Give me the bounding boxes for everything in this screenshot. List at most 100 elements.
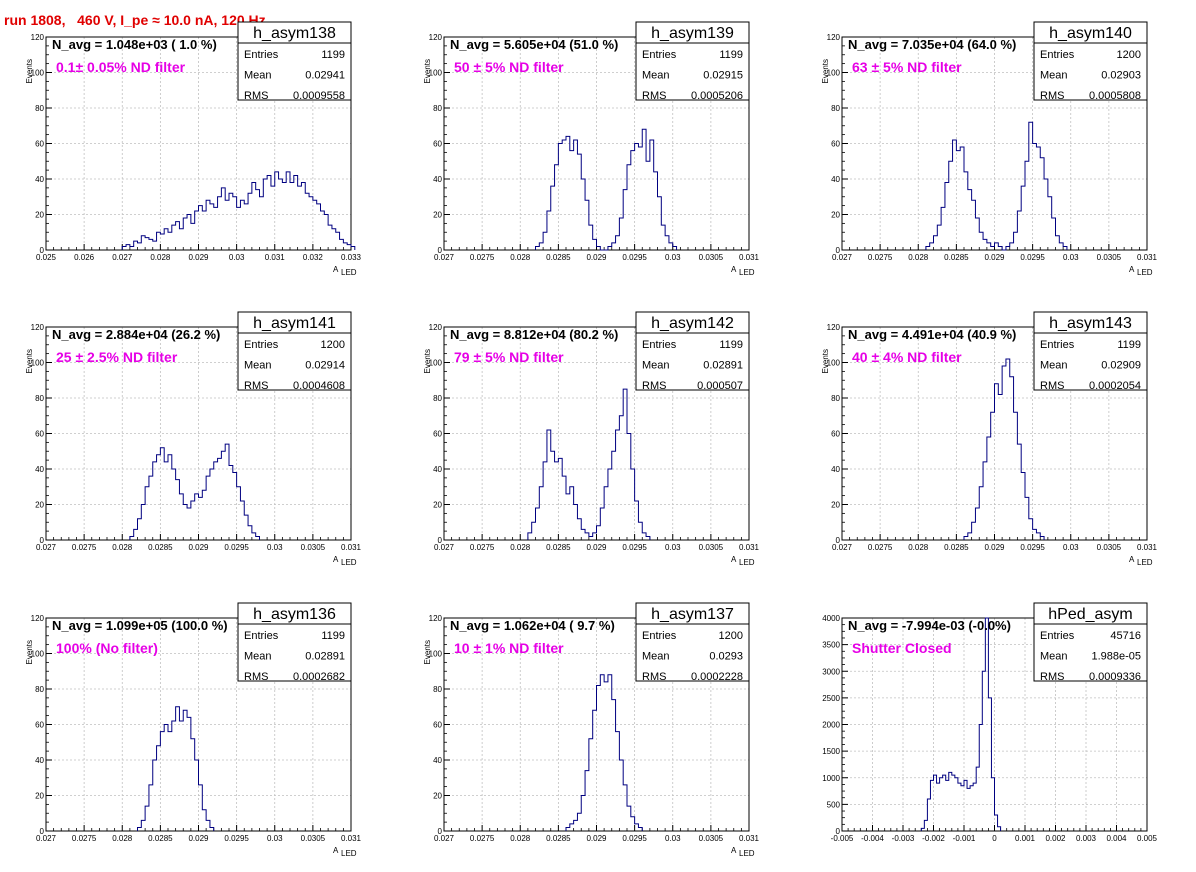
- x-axis-title-subscript: LED: [341, 558, 357, 567]
- filter-label: 79 ± 5% ND filter: [454, 349, 564, 365]
- y-tick-label: 40: [433, 465, 442, 474]
- stats-key: Mean: [244, 360, 272, 372]
- stats-key: Entries: [1040, 49, 1075, 61]
- histogram-panel-h_asym136: 0.027 0.0275 0.028 0.0285 0.029 0.0295 0.03 0.0…: [25, 602, 362, 858]
- y-tick-label: 120: [827, 33, 841, 42]
- stats-value: 1200: [719, 630, 743, 642]
- x-tick-label: 0.028: [112, 834, 133, 843]
- stats-key: RMS: [1040, 380, 1064, 392]
- filter-label: 10 ± 1% ND filter: [454, 640, 564, 656]
- histogram-name: h_asym139: [651, 25, 734, 42]
- y-tick-label: 0: [438, 827, 443, 836]
- y-tick-label: 120: [429, 323, 443, 332]
- stats-value: 0.0004608: [293, 380, 345, 392]
- x-tick-label: 0.031: [739, 834, 760, 843]
- histogram-panel-hPed_asym: -0.005 -0.004 -0.003 -0.002 -0.001 0 0.001 0.00…: [822, 602, 1158, 843]
- y-tick-label: 20: [35, 501, 44, 510]
- x-tick-label: 0.03: [1063, 253, 1079, 262]
- x-tick-label: 0.031: [1137, 543, 1158, 552]
- histogram-panel-h_asym138: 0.025 0.026 0.027 0.028 0.029 0.03 0.031 0.032 0…: [25, 21, 362, 277]
- y-tick-label: 120: [31, 323, 45, 332]
- y-tick-label: 100: [31, 69, 45, 78]
- x-axis-title-subscript: LED: [341, 268, 357, 277]
- x-tick-label: 0.028: [908, 543, 929, 552]
- stats-box: h_asym139 Entries 1199 Mean 0.02915 RMS 0.0005…: [635, 21, 750, 102]
- x-tick-label: 0.028: [510, 543, 531, 552]
- x-axis-title: A: [731, 555, 737, 564]
- x-axis-title-subscript: LED: [739, 558, 755, 567]
- x-tick-label: 0.0275: [868, 543, 893, 552]
- y-tick-label: 0: [836, 827, 841, 836]
- stats-key: Mean: [244, 651, 272, 663]
- stats-key: RMS: [244, 671, 268, 683]
- stats-value: 0.0005206: [691, 90, 743, 102]
- navg-label: N_avg = 8.812e+04 (80.2 %): [450, 327, 618, 342]
- x-tick-label: 0.0295: [1020, 543, 1045, 552]
- x-tick-label: 0.027: [112, 253, 133, 262]
- y-tick-label: 60: [433, 721, 442, 730]
- x-tick-label: -0.005: [831, 834, 854, 843]
- x-tick-label: 0.028: [510, 834, 531, 843]
- navg-label: N_avg = 1.099e+05 (100.0 %): [52, 618, 228, 633]
- y-tick-label: 3500: [822, 641, 840, 650]
- y-tick-label: 80: [35, 104, 44, 113]
- stats-value: 0.0005808: [1089, 90, 1141, 102]
- x-axis-title: A: [1129, 555, 1135, 564]
- histogram-line-h_asym140: [925, 121, 1068, 251]
- x-tick-label: 0.004: [1106, 834, 1127, 843]
- x-tick-label: 0.002: [1045, 834, 1066, 843]
- y-tick-label: 20: [433, 211, 442, 220]
- stats-key: Entries: [1040, 630, 1075, 642]
- x-tick-label: 0.029: [188, 834, 209, 843]
- stats-box-frame: [1033, 602, 1148, 682]
- histogram-name: h_asym141: [253, 315, 336, 332]
- y-tick-label: 40: [831, 175, 840, 184]
- stats-value: 45716: [1110, 630, 1141, 642]
- x-tick-label: 0.0305: [699, 253, 724, 262]
- x-tick-label: 0.03: [665, 834, 681, 843]
- filter-label: 40 ± 4% ND filter: [852, 349, 962, 365]
- y-tick-label: 100: [429, 650, 443, 659]
- histogram-panel-h_asym140: 0.027 0.0275 0.028 0.0285 0.029 0.0295 0.03 0.0…: [821, 21, 1158, 277]
- stats-value: 1199: [321, 630, 345, 642]
- y-tick-label: 80: [35, 685, 44, 694]
- stats-key: RMS: [244, 90, 268, 102]
- y-tick-label: 0: [836, 536, 841, 545]
- y-tick-label: 20: [35, 792, 44, 801]
- y-tick-label: 120: [31, 33, 45, 42]
- y-tick-label: 40: [433, 175, 442, 184]
- x-tick-label: 0.03: [267, 543, 283, 552]
- x-tick-label: 0.028: [150, 253, 171, 262]
- y-axis-title: Events: [25, 349, 34, 373]
- y-tick-label: 100: [827, 359, 841, 368]
- y-tick-label: 2000: [822, 721, 840, 730]
- y-axis-title: Events: [25, 640, 34, 664]
- y-tick-label: 80: [831, 394, 840, 403]
- stats-key: Entries: [642, 49, 677, 61]
- stats-key: Entries: [642, 339, 677, 351]
- x-tick-label: 0.029: [586, 543, 607, 552]
- stats-key: Mean: [244, 70, 272, 82]
- y-tick-label: 3000: [822, 667, 840, 676]
- y-tick-label: 0: [836, 246, 841, 255]
- navg-label: N_avg = 1.048e+03 ( 1.0 %): [52, 37, 217, 52]
- x-tick-label: 0.0285: [148, 543, 173, 552]
- stats-value: 0.0002682: [293, 671, 345, 683]
- x-tick-label: 0.0285: [546, 834, 571, 843]
- x-tick-label: -0.003: [892, 834, 915, 843]
- histogram-name: h_asym137: [651, 606, 734, 623]
- y-tick-label: 20: [433, 792, 442, 801]
- stats-box: h_asym136 Entries 1199 Mean 0.02891 RMS 0.0002…: [237, 602, 352, 683]
- stats-key: Entries: [642, 630, 677, 642]
- stats-box-frame: [635, 311, 750, 391]
- y-tick-label: 40: [35, 175, 44, 184]
- x-tick-label: 0.0305: [301, 834, 326, 843]
- y-tick-label: 20: [831, 211, 840, 220]
- navg-label: N_avg = 1.062e+04 ( 9.7 %): [450, 618, 615, 633]
- histogram-name: h_asym142: [651, 315, 734, 332]
- stats-value: 0.02914: [305, 360, 345, 372]
- y-tick-label: 40: [35, 465, 44, 474]
- x-tick-label: 0: [992, 834, 997, 843]
- y-tick-label: 120: [429, 614, 443, 623]
